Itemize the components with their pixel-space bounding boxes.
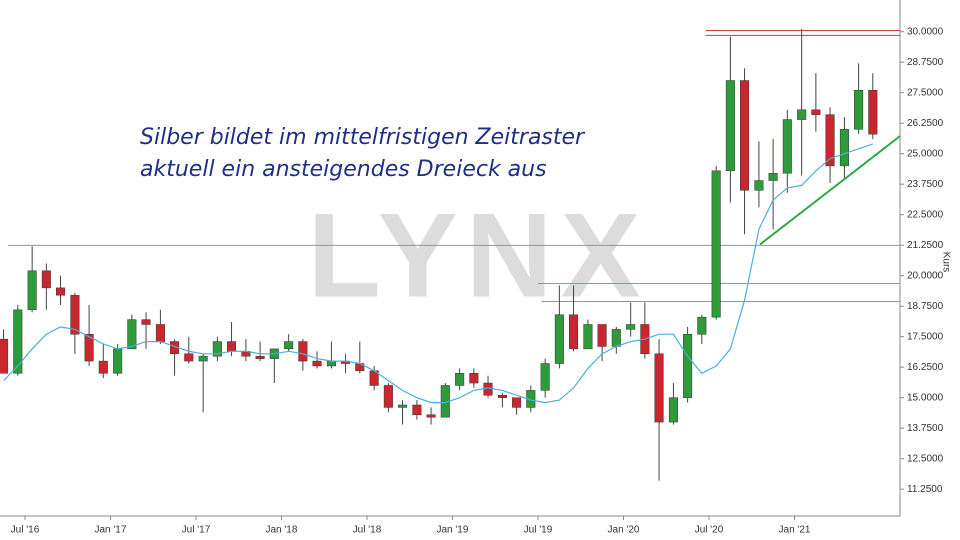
x-tick-label: Jan '18 xyxy=(266,525,298,536)
x-tick-label: Jul '18 xyxy=(353,525,382,536)
moving-average xyxy=(3,143,873,404)
candle-body xyxy=(597,324,607,347)
candle-body xyxy=(725,80,735,172)
candle-body xyxy=(184,353,194,362)
candle-body xyxy=(497,394,507,398)
candle-body xyxy=(868,90,878,135)
candle-body xyxy=(227,341,237,352)
x-tick-label: Jan '20 xyxy=(608,525,640,536)
candle-body xyxy=(740,80,750,191)
candle-body xyxy=(611,329,621,347)
candle-body xyxy=(0,338,9,374)
y-tick-label: 15.0000 xyxy=(907,392,944,403)
candle-body xyxy=(412,404,422,416)
y-axis-label: Kurs xyxy=(940,252,951,273)
candle-body xyxy=(455,373,465,386)
candle-body xyxy=(654,353,664,423)
x-tick-label: Jul '20 xyxy=(695,525,724,536)
annotation: aktuell ein ansteigendes Dreieck aus xyxy=(140,157,547,182)
y-tick-label: 27.5000 xyxy=(907,87,944,98)
candle-body xyxy=(483,382,493,396)
y-tick-label: 26.2500 xyxy=(907,118,944,129)
candle-body xyxy=(127,319,137,350)
x-tick-label: Jan '17 xyxy=(95,525,127,536)
y-tick-label: 21.2500 xyxy=(907,240,944,251)
candle-body xyxy=(768,172,778,181)
annotation: Silber bildet im mittelfristigen Zeitras… xyxy=(140,125,586,150)
candle-body xyxy=(398,404,408,408)
candle-body xyxy=(711,170,721,318)
candle-body xyxy=(41,270,51,289)
x-tick-label: Jul '17 xyxy=(182,525,211,536)
candle-body xyxy=(825,114,835,167)
candle-body xyxy=(469,373,479,384)
y-tick-label: 13.7500 xyxy=(907,423,944,434)
y-tick-label: 20.0000 xyxy=(907,270,944,281)
y-tick-label: 22.5000 xyxy=(907,209,944,220)
candle-body xyxy=(426,414,436,418)
candle-body xyxy=(512,397,522,408)
candle-body xyxy=(98,360,108,374)
candle-body xyxy=(754,180,764,191)
candle-body xyxy=(141,319,151,325)
y-tick-label: 30.0000 xyxy=(907,26,944,37)
candle-body xyxy=(697,316,707,335)
candle-body xyxy=(56,287,66,296)
candle-body xyxy=(84,333,94,362)
y-tick-label: 25.0000 xyxy=(907,148,944,159)
y-tick-label: 12.5000 xyxy=(907,453,944,464)
candle-body xyxy=(312,360,322,367)
candle-body xyxy=(626,324,636,330)
candle-body xyxy=(198,355,208,362)
candle-body xyxy=(854,90,864,130)
trendline xyxy=(759,135,901,246)
candle-body xyxy=(13,309,23,374)
candle-body xyxy=(326,360,336,367)
candle-body xyxy=(383,385,393,408)
candle-body xyxy=(70,294,80,335)
candle-body xyxy=(255,355,265,359)
y-tick-label: 11.2500 xyxy=(907,484,943,495)
candle-body xyxy=(569,314,579,350)
candle-body xyxy=(839,129,849,167)
y-tick-label: 18.7500 xyxy=(907,301,944,312)
candle-body xyxy=(583,324,593,350)
candle-body xyxy=(668,397,678,423)
candle-body xyxy=(782,119,792,174)
x-tick-label: Jul '16 xyxy=(11,525,40,536)
candle-body xyxy=(797,109,807,120)
candle-body xyxy=(540,363,550,391)
y-tick-label: 28.7500 xyxy=(907,57,944,68)
watermark: LYNX xyxy=(307,189,648,323)
candle-body xyxy=(298,341,308,362)
y-tick-label: 23.7500 xyxy=(907,179,944,190)
candle-body xyxy=(27,270,37,311)
x-tick-label: Jul '19 xyxy=(524,525,553,536)
candle-body xyxy=(554,314,564,364)
candle-body xyxy=(212,341,222,357)
x-tick-label: Jan '19 xyxy=(437,525,469,536)
y-tick-label: 17.5000 xyxy=(907,331,944,342)
candle-body xyxy=(113,348,123,374)
candle-body xyxy=(284,341,294,350)
candle-body xyxy=(155,324,165,342)
x-tick-label: Jan '21 xyxy=(779,525,811,536)
y-tick-label: 16.2500 xyxy=(907,362,944,373)
candle-body xyxy=(683,333,693,398)
candle-body xyxy=(811,109,821,115)
